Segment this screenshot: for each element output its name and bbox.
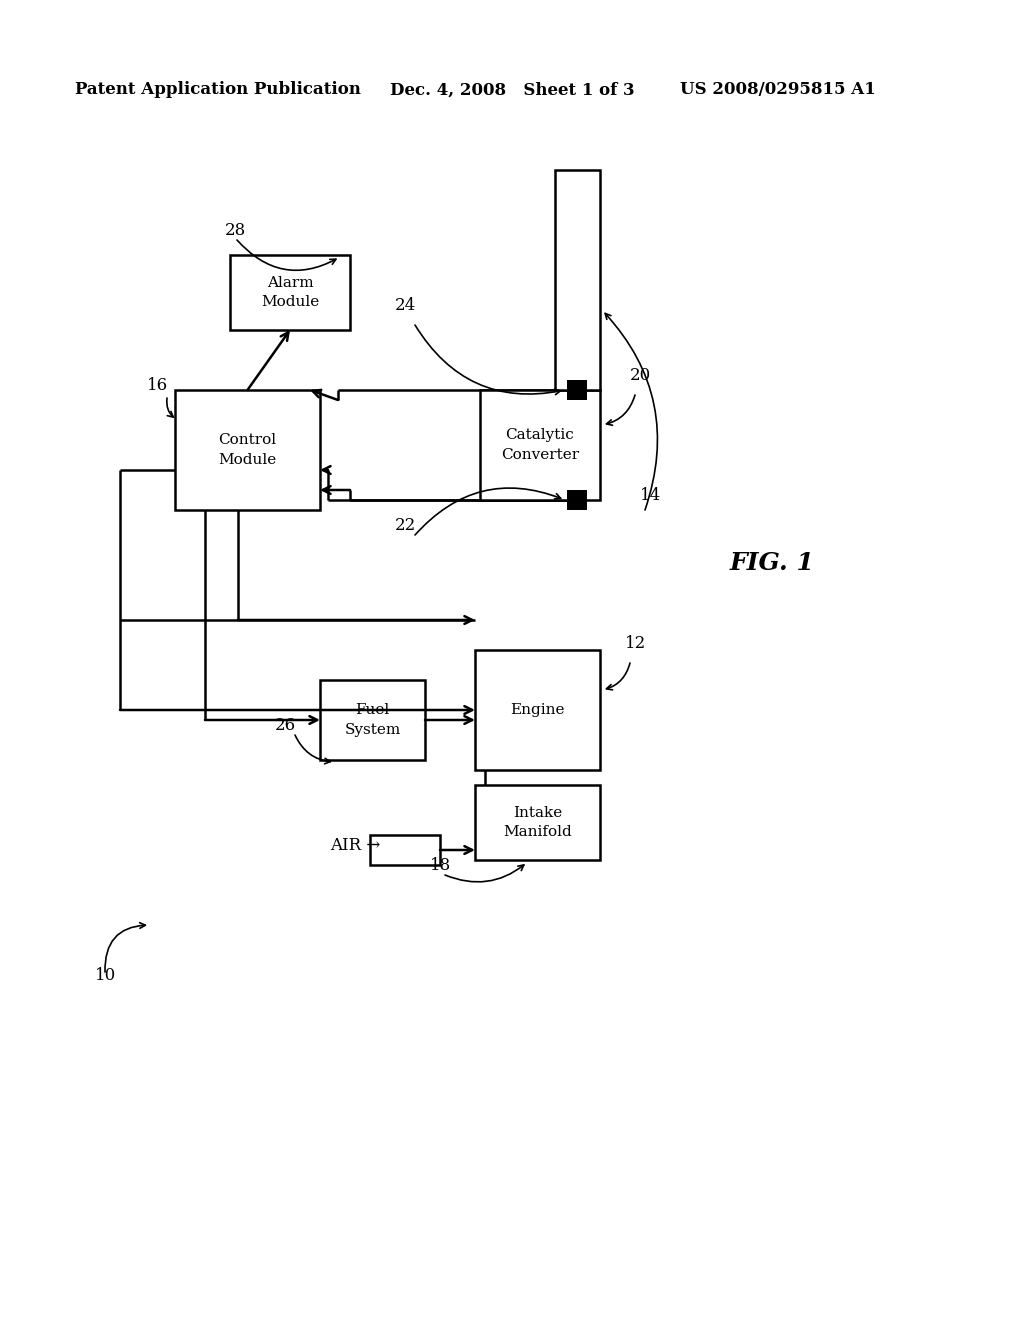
Text: 18: 18 — [430, 857, 452, 874]
Bar — [230, 255, 350, 330]
Text: 26: 26 — [275, 717, 296, 734]
Text: Dec. 4, 2008   Sheet 1 of 3: Dec. 4, 2008 Sheet 1 of 3 — [390, 82, 635, 99]
Bar — [480, 389, 600, 500]
Text: 12: 12 — [625, 635, 646, 652]
Text: 22: 22 — [395, 517, 416, 535]
Text: 28: 28 — [225, 222, 246, 239]
Bar — [567, 380, 587, 400]
Text: Intake
Manifold: Intake Manifold — [503, 805, 571, 840]
Text: 24: 24 — [395, 297, 416, 314]
Text: Fuel
System: Fuel System — [344, 704, 400, 737]
Text: 10: 10 — [95, 968, 117, 983]
Bar — [370, 836, 440, 865]
Text: FIG. 1: FIG. 1 — [730, 550, 815, 576]
Bar — [475, 785, 600, 861]
Bar — [567, 490, 587, 510]
Text: Control
Module: Control Module — [218, 433, 276, 467]
Text: Engine: Engine — [510, 704, 565, 717]
Text: Catalytic
Converter: Catalytic Converter — [501, 428, 579, 462]
Text: 14: 14 — [640, 487, 662, 504]
Text: AIR →: AIR → — [330, 837, 380, 854]
Text: 16: 16 — [147, 378, 168, 393]
Bar — [175, 389, 319, 510]
Text: Patent Application Publication: Patent Application Publication — [75, 82, 360, 99]
Bar — [319, 680, 425, 760]
Text: 20: 20 — [630, 367, 651, 384]
Bar — [475, 649, 600, 770]
Bar — [555, 170, 600, 389]
Text: Alarm
Module: Alarm Module — [261, 276, 319, 309]
Text: US 2008/0295815 A1: US 2008/0295815 A1 — [680, 82, 876, 99]
